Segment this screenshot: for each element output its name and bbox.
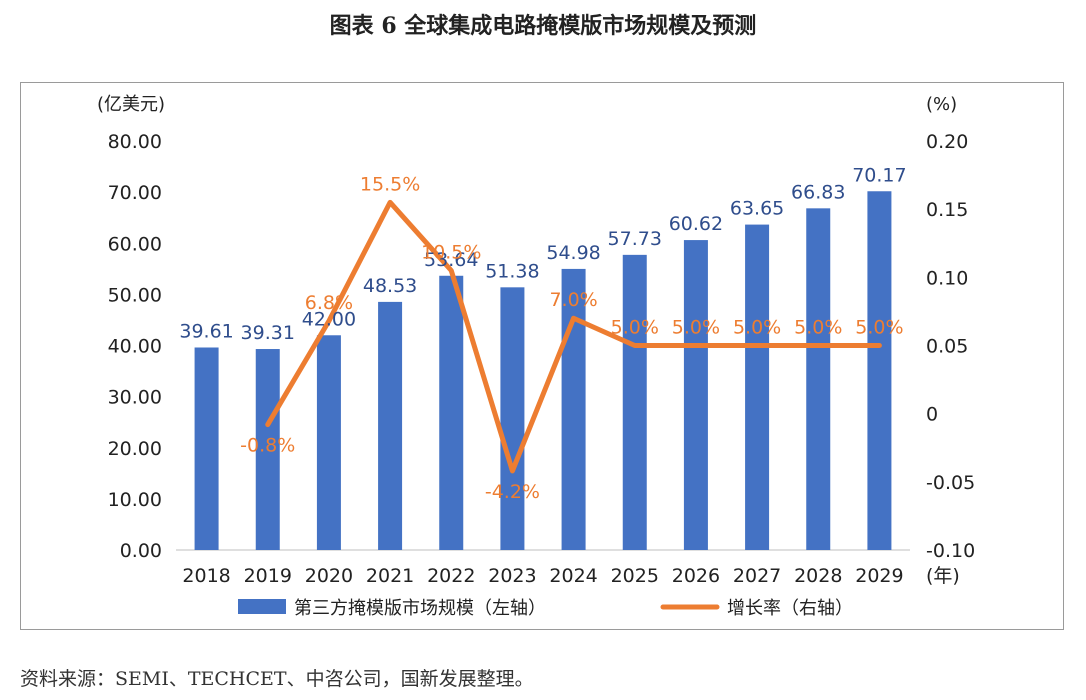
growth-rate-label: 5.0% bbox=[611, 317, 659, 339]
bar bbox=[378, 301, 403, 550]
right-tick-label: 0.15 bbox=[926, 199, 968, 221]
growth-rate-label: 5.0% bbox=[733, 317, 781, 339]
left-tick-label: 20.00 bbox=[108, 438, 162, 460]
bar-value-label: 48.53 bbox=[363, 275, 417, 297]
right-tick-label: 0 bbox=[926, 404, 938, 426]
right-tick-label: 0.20 bbox=[926, 131, 968, 153]
x-tick-label: 2027 bbox=[733, 565, 781, 587]
bar-value-label: 39.31 bbox=[241, 322, 295, 344]
x-tick-label: 2022 bbox=[427, 565, 475, 587]
legend-bar-label: 第三方掩模版市场规模（左轴） bbox=[294, 598, 546, 619]
chart-frame bbox=[20, 82, 1064, 630]
x-tick-label: 2021 bbox=[366, 565, 414, 587]
bar-value-label: 70.17 bbox=[852, 164, 906, 186]
legend-line-label: 增长率（右轴） bbox=[727, 598, 853, 619]
x-tick-label: 2028 bbox=[794, 565, 842, 587]
x-tick-label: 2019 bbox=[244, 565, 292, 587]
growth-line bbox=[265, 199, 882, 474]
x-axis-unit: (年) bbox=[926, 565, 960, 587]
bar-value-label: 63.65 bbox=[730, 198, 784, 220]
bar bbox=[255, 349, 280, 550]
bar bbox=[439, 275, 464, 550]
left-tick-label: 30.00 bbox=[108, 387, 162, 409]
left-tick-label: 40.00 bbox=[108, 336, 162, 358]
growth-rate-label: 6.8% bbox=[305, 292, 353, 314]
bar bbox=[745, 224, 770, 551]
left-tick-label: 0.00 bbox=[120, 540, 162, 562]
growth-rate-label: 7.0% bbox=[549, 289, 597, 311]
bar-value-label: 60.62 bbox=[669, 213, 723, 235]
growth-rate-label: 5.0% bbox=[855, 317, 903, 339]
left-tick-label: 10.00 bbox=[108, 489, 162, 511]
bar bbox=[683, 240, 708, 550]
bar-value-label: 42.00 bbox=[302, 308, 356, 330]
right-tick-label: -0.10 bbox=[926, 540, 975, 562]
bar bbox=[867, 191, 892, 551]
growth-rate-label: -0.8% bbox=[240, 435, 295, 457]
bar bbox=[194, 347, 219, 550]
x-tick-label: 2023 bbox=[488, 565, 536, 587]
x-tick-label: 2026 bbox=[672, 565, 720, 587]
x-tick-label: 2018 bbox=[182, 565, 230, 587]
bar-value-label: 66.83 bbox=[791, 181, 845, 203]
bar bbox=[500, 287, 525, 550]
growth-rate-label: 10.5% bbox=[421, 242, 481, 264]
right-tick-label: 0.05 bbox=[926, 336, 968, 358]
bar-value-label: 57.73 bbox=[608, 228, 662, 250]
left-tick-label: 50.00 bbox=[108, 284, 162, 306]
bar-value-label: 53.64 bbox=[424, 249, 478, 271]
right-tick-label: 0.10 bbox=[926, 267, 968, 289]
left-axis-unit: (亿美元) bbox=[97, 94, 165, 115]
bar-value-label: 54.98 bbox=[546, 242, 600, 264]
bar bbox=[806, 208, 831, 551]
left-tick-label: 70.00 bbox=[108, 182, 162, 204]
bar bbox=[622, 254, 647, 550]
bar-value-label: 39.61 bbox=[179, 320, 233, 342]
x-tick-label: 2020 bbox=[305, 565, 353, 587]
right-axis-unit: (%) bbox=[926, 94, 957, 115]
x-tick-label: 2024 bbox=[549, 565, 597, 587]
right-tick-label: -0.05 bbox=[926, 472, 975, 494]
growth-rate-label: 5.0% bbox=[672, 317, 720, 339]
source-note: 资料来源：SEMI、TECHCET、中咨公司，国新发展整理。 bbox=[20, 668, 534, 690]
legend-bar-swatch bbox=[238, 599, 286, 614]
bar bbox=[316, 335, 341, 550]
x-tick-label: 2029 bbox=[855, 565, 903, 587]
left-tick-label: 80.00 bbox=[108, 131, 162, 153]
figure-title: 图表 6 全球集成电路掩模版市场规模及预测 bbox=[329, 13, 757, 39]
bar-value-label: 51.38 bbox=[485, 260, 539, 282]
left-tick-label: 60.00 bbox=[108, 233, 162, 255]
growth-rate-label: 5.0% bbox=[794, 317, 842, 339]
growth-rate-label: -4.2% bbox=[485, 481, 540, 503]
x-tick-label: 2025 bbox=[611, 565, 659, 587]
growth-rate-label: 15.5% bbox=[360, 173, 420, 195]
